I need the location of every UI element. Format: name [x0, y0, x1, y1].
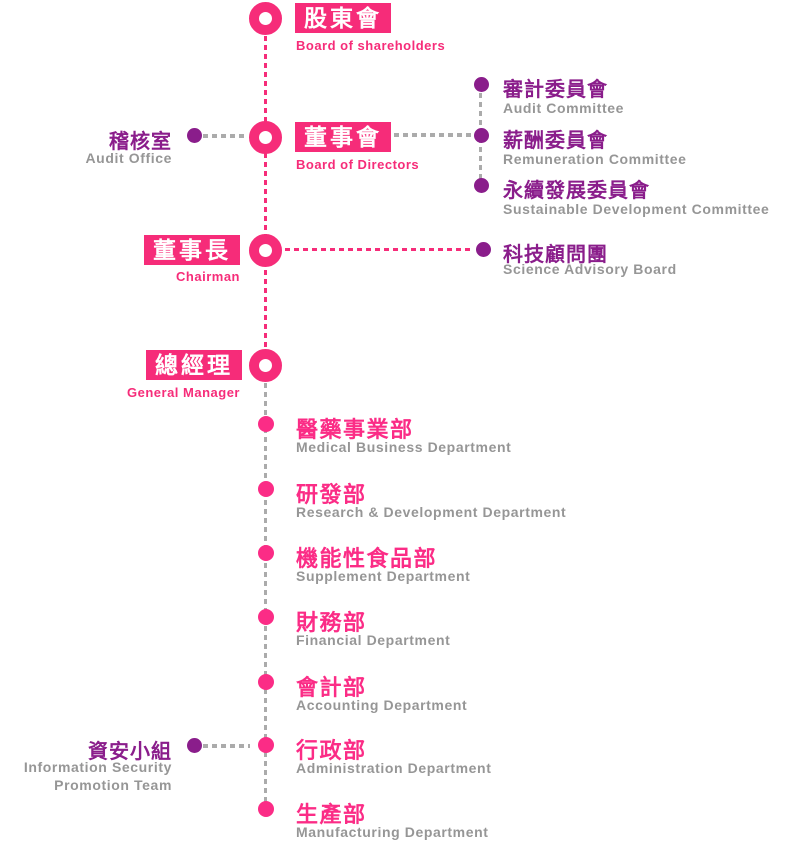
financial-dept-title: 財務部: [296, 610, 367, 635]
board-committee-connector-line: [394, 133, 473, 137]
manufacturing-dept-title: 生產部: [296, 802, 367, 827]
supplement-dept-title: 機能性食品部: [296, 546, 438, 571]
chairman-advisory-connector-line: [285, 248, 473, 251]
shareholders-en-label: Board of shareholders: [296, 38, 446, 53]
administration-dept-dot: [258, 737, 274, 753]
advisory-board-title: 科技顧問團: [503, 244, 608, 266]
security-team-en-line1: Information Security: [23, 759, 172, 775]
board-node: [249, 121, 282, 154]
medical-dept-title: 醫藥事業部: [296, 417, 414, 442]
advisory-board-dot: [476, 242, 491, 257]
accounting-dept-dot: [258, 674, 274, 690]
audit-committee-en-label: Audit Committee: [503, 100, 624, 116]
security-team-connector-line: [203, 744, 250, 748]
shareholders-box: 股東會: [295, 3, 391, 33]
chairman-node: [249, 234, 282, 267]
sustainable-committee-dot: [474, 178, 489, 193]
manufacturing-dept-dot: [258, 801, 274, 817]
board-box: 董事會: [295, 122, 391, 152]
remuneration-committee-en-label: Remuneration Committee: [503, 151, 687, 167]
administration-dept-title: 行政部: [296, 738, 367, 763]
general-manager-box: 總經理: [146, 350, 242, 380]
accounting-dept-title: 會計部: [296, 675, 367, 700]
audit-office-connector-line: [203, 134, 248, 138]
sustainable-committee-title: 永續發展委員會: [503, 180, 650, 202]
remuneration-committee-title: 薪酬委員會: [503, 130, 608, 152]
rnd-dept-dot: [258, 481, 274, 497]
audit-office-dot: [187, 128, 202, 143]
supplement-dept-dot: [258, 545, 274, 561]
audit-committee-dot: [474, 77, 489, 92]
audit-office-en-label: Audit Office: [85, 150, 172, 166]
administration-dept-en-label: Administration Department: [296, 760, 492, 776]
rnd-dept-en-label: Research & Development Department: [296, 504, 567, 520]
medical-dept-en-label: Medical Business Department: [296, 439, 512, 455]
sustainable-committee-en-label: Sustainable Development Committee: [503, 201, 770, 217]
shareholders-node: [249, 2, 282, 35]
general-manager-en-label: General Manager: [127, 385, 240, 400]
audit-committee-title: 審計委員會: [503, 79, 608, 101]
supplement-dept-en-label: Supplement Department: [296, 568, 471, 584]
financial-dept-en-label: Financial Department: [296, 632, 451, 648]
security-team-dot: [187, 738, 202, 753]
manufacturing-dept-en-label: Manufacturing Department: [296, 824, 489, 840]
trunk-line-upper: [264, 18, 267, 365]
board-en-label: Board of Directors: [296, 157, 420, 172]
financial-dept-dot: [258, 609, 274, 625]
chairman-box: 董事長: [144, 235, 240, 265]
advisory-board-en-label: Science Advisory Board: [503, 261, 677, 277]
accounting-dept-en-label: Accounting Department: [296, 697, 468, 713]
audit-office-title: 稽核室: [109, 131, 172, 153]
rnd-dept-title: 研發部: [296, 482, 367, 507]
medical-dept-dot: [258, 416, 274, 432]
chairman-en-label: Chairman: [176, 269, 240, 284]
trunk-line-lower: [264, 365, 267, 810]
security-team-title: 資安小組: [88, 741, 172, 763]
remuneration-committee-dot: [474, 128, 489, 143]
general-manager-node: [249, 349, 282, 382]
security-team-en-line2: Promotion Team: [54, 777, 172, 793]
